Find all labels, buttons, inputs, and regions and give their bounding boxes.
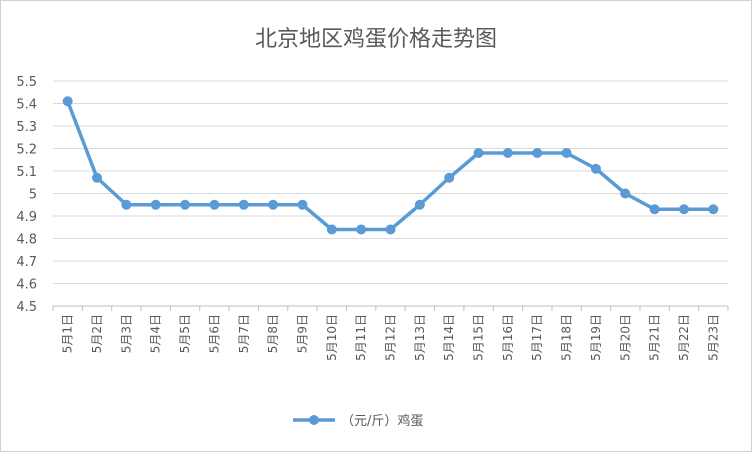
data-point xyxy=(590,163,601,174)
data-point xyxy=(649,204,660,215)
data-point xyxy=(708,204,719,215)
x-tick-label: 5月3日 xyxy=(119,314,133,353)
x-tick-label: 5月16日 xyxy=(501,314,515,361)
x-tick-label: 5月13日 xyxy=(413,314,427,361)
series-line xyxy=(66,100,714,232)
data-point xyxy=(532,148,543,158)
data-point xyxy=(92,172,103,183)
x-tick-label: 5月14日 xyxy=(442,314,456,361)
data-point xyxy=(561,148,572,158)
y-tick-label: 5.3 xyxy=(16,120,37,135)
y-tick-label: 5 xyxy=(29,188,37,203)
data-point xyxy=(209,199,220,210)
data-point xyxy=(502,148,513,158)
x-tick-label: 5月12日 xyxy=(384,314,398,361)
data-point xyxy=(326,224,337,235)
y-tick-label: 4.9 xyxy=(16,210,37,225)
x-tick-label: 5月20日 xyxy=(618,314,632,361)
y-axis-ticks: 4.5 4.6 4.7 4.8 4.9 5 5.1 5.2 5.3 5.4 5.5 xyxy=(16,75,37,315)
x-tick-label: 5月22日 xyxy=(677,314,691,361)
data-point xyxy=(62,96,73,107)
y-tick-label: 5.1 xyxy=(16,165,37,180)
x-tick-label: 5月10日 xyxy=(325,314,339,361)
x-tick-label: 5月8日 xyxy=(266,314,280,353)
data-point xyxy=(678,204,689,215)
x-tick-label: 5月9日 xyxy=(295,314,309,353)
x-axis-ticks: 5月1日 5月2日 5月3日 5月4日 5月5日 5月6日 5月7日 5月8日 5月9日 5月10… xyxy=(52,306,729,361)
chart-title: 北京地区鸡蛋价格走势图 xyxy=(255,27,497,52)
grid-layer xyxy=(53,80,728,307)
y-tick-label: 5.2 xyxy=(16,143,37,158)
x-tick-label: 5月23日 xyxy=(706,314,720,361)
y-tick-label: 4.6 xyxy=(16,278,37,293)
y-tick-label: 5.5 xyxy=(16,75,37,90)
series-layer xyxy=(62,96,719,235)
x-tick-label: 5月6日 xyxy=(207,314,221,353)
data-point xyxy=(444,172,455,183)
x-tick-label: 5月7日 xyxy=(237,314,251,353)
x-tick-label: 5月18日 xyxy=(560,314,574,361)
data-point xyxy=(414,199,425,210)
legend-label: （元/斤）鸡蛋 xyxy=(341,413,423,429)
x-tick-label: 5月15日 xyxy=(472,314,486,361)
x-tick-label: 5月5日 xyxy=(178,314,192,353)
data-point xyxy=(180,199,191,210)
y-tick-label: 4.7 xyxy=(16,255,37,270)
legend: （元/斤）鸡蛋 xyxy=(293,413,423,429)
x-tick-label: 5月17日 xyxy=(530,314,544,361)
y-tick-label: 4.5 xyxy=(16,300,37,315)
data-point xyxy=(385,224,396,235)
data-point xyxy=(121,199,132,210)
x-tick-label: 5月19日 xyxy=(589,314,603,361)
x-tick-label: 5月21日 xyxy=(648,314,662,361)
data-point xyxy=(473,148,484,158)
data-point xyxy=(238,199,249,210)
x-tick-label: 5月1日 xyxy=(61,314,75,353)
data-point xyxy=(268,199,279,210)
x-tick-label: 5月4日 xyxy=(149,314,163,353)
y-tick-label: 4.8 xyxy=(16,233,37,248)
data-point xyxy=(620,188,631,199)
x-tick-label: 5月2日 xyxy=(90,314,104,353)
y-tick-label: 5.4 xyxy=(16,98,37,113)
data-point xyxy=(150,199,161,210)
legend-marker-icon xyxy=(309,415,319,425)
x-tick-label: 5月11日 xyxy=(354,314,368,361)
data-point xyxy=(356,224,367,235)
data-point xyxy=(297,199,308,210)
